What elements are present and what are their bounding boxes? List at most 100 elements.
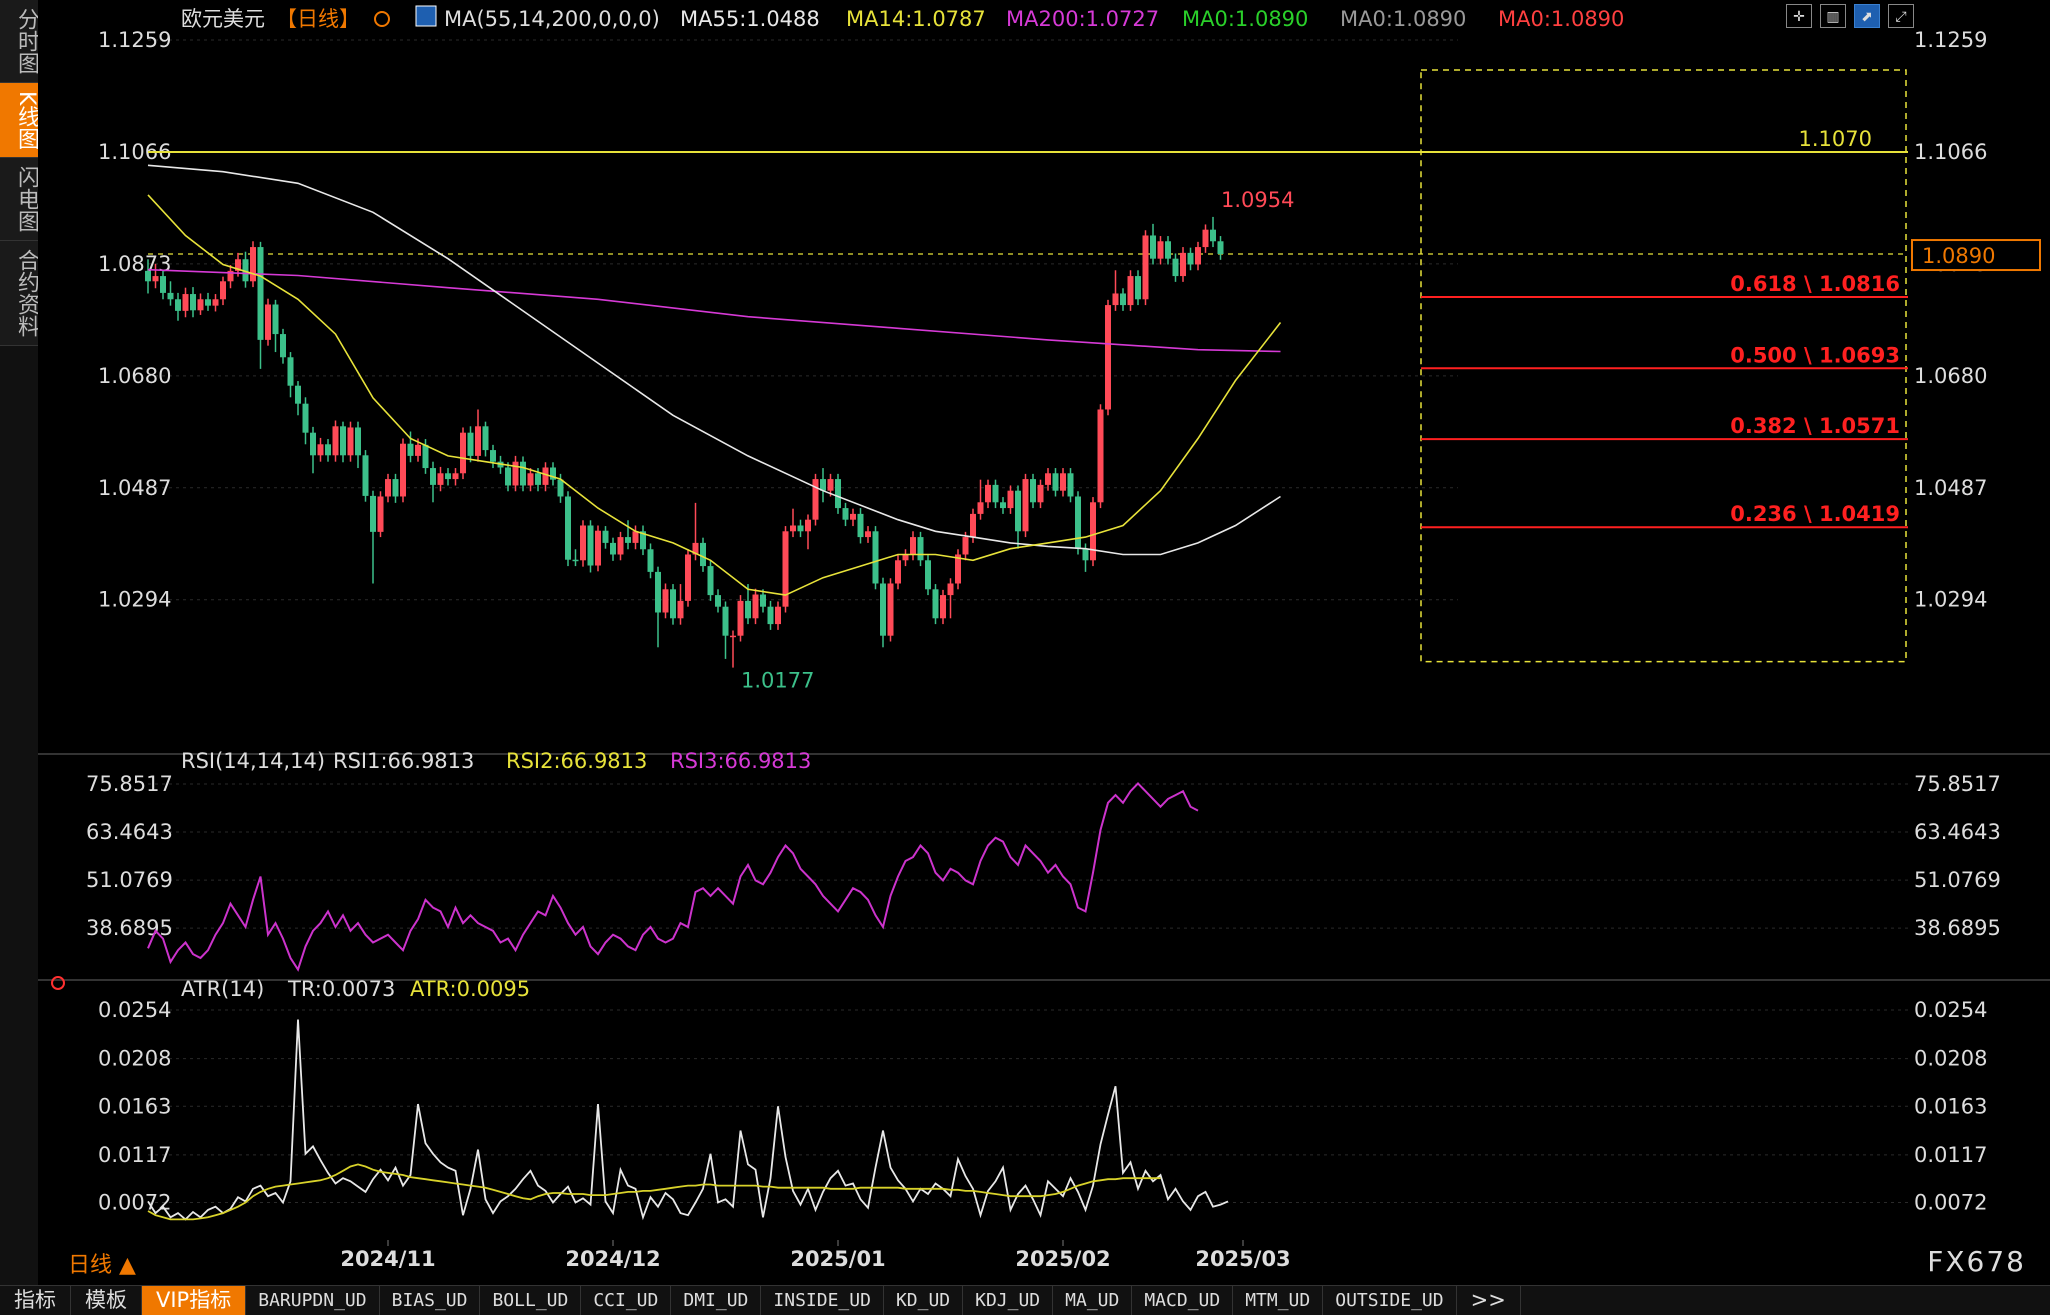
candle-body xyxy=(302,403,309,433)
candle-body xyxy=(445,473,451,480)
atr-tick-left: 0.0163 xyxy=(98,1094,171,1118)
candle-body xyxy=(287,357,294,386)
candle-body xyxy=(385,479,391,497)
candle-body xyxy=(985,484,991,503)
rsi-tick-right: 63.4643 xyxy=(1914,820,2001,844)
candle-body xyxy=(655,571,661,613)
atr-tick-left: 0.0208 xyxy=(98,1047,171,1071)
price-tick-right: 1.1066 xyxy=(1914,140,1987,164)
candle-body xyxy=(467,432,474,456)
atr-tick-right: 0.0117 xyxy=(1914,1143,1987,1167)
tab-dmi[interactable]: DMI_UD xyxy=(671,1286,762,1315)
tab-inside[interactable]: INSIDE_UD xyxy=(761,1286,884,1315)
candle-body xyxy=(760,594,766,607)
candle-body xyxy=(317,444,324,456)
price-tick-left: 1.0487 xyxy=(98,476,171,500)
resistance-label: 1.1070 xyxy=(1799,127,1872,151)
crosshair-icon[interactable]: ✛ xyxy=(1786,4,1812,28)
candle-body xyxy=(1157,241,1164,259)
chart-type-icon[interactable] xyxy=(415,5,437,27)
price-tick-right: 1.1259 xyxy=(1914,28,1987,52)
price-tick-left: 1.0873 xyxy=(98,252,171,276)
symbol-name: 欧元美元 xyxy=(181,7,265,31)
candle-body xyxy=(1000,502,1006,509)
ma55-line xyxy=(147,164,1281,556)
tab-vip-indicators[interactable]: VIP指标 xyxy=(142,1286,247,1315)
candle-body xyxy=(902,554,909,561)
candle-body xyxy=(857,513,864,538)
candle-body xyxy=(250,247,256,282)
candle-body xyxy=(670,589,676,619)
candle-body xyxy=(730,635,736,638)
candle-body xyxy=(1202,229,1209,248)
indicator-settings-icon[interactable] xyxy=(51,976,65,990)
rsi-tick-left: 51.0769 xyxy=(86,868,173,892)
draw-line-icon[interactable]: ⬈ xyxy=(1854,4,1880,28)
fib-label: 0.500 \ 1.0693 xyxy=(1730,343,1900,367)
candle-body xyxy=(917,537,924,561)
candles: 1.0954 1.0177 xyxy=(145,188,1294,693)
tab-indicators[interactable]: 指标 xyxy=(0,1286,71,1315)
overlays: 1.1070 0.618 \ 1.0816 0.500 \ 1.0693 0.382 … xyxy=(148,69,2041,663)
rsi-tick-left: 75.8517 xyxy=(86,772,173,796)
tab-flash[interactable]: 闪电图 xyxy=(0,158,39,242)
candle-body xyxy=(1045,473,1051,485)
tab-contract-info[interactable]: 合约资料 xyxy=(0,241,39,347)
x-tick-label: 2025/01 xyxy=(790,1247,885,1271)
candle-body xyxy=(520,461,526,486)
chart-area[interactable]: 1.12591.12591.10661.10661.08731.08731.06… xyxy=(38,0,2050,1285)
rsi2-value: RSI2:66.9813 xyxy=(506,749,647,773)
candle-body xyxy=(970,513,976,538)
tab-boll[interactable]: BOLL_UD xyxy=(480,1286,582,1315)
tab-barupdn[interactable]: BARUPDN_UD xyxy=(246,1286,380,1315)
candle-body xyxy=(632,531,639,543)
tab-cci[interactable]: CCI_UD xyxy=(581,1286,672,1315)
candle-body xyxy=(550,467,556,480)
candle-body xyxy=(1052,473,1059,491)
candle-body xyxy=(340,426,346,456)
period-label[interactable]: 【日线】 xyxy=(276,7,360,31)
candle-body xyxy=(685,554,691,601)
more-tabs-button[interactable]: >> xyxy=(1457,1286,1521,1315)
candle-body xyxy=(1097,409,1104,503)
x-tick-label: 2025/03 xyxy=(1195,1247,1290,1271)
candle-body xyxy=(842,508,849,520)
candle-body xyxy=(662,589,669,613)
candle-body xyxy=(775,606,781,625)
last-price-box xyxy=(1911,239,2041,272)
tab-kdj[interactable]: KDJ_UD xyxy=(963,1286,1054,1315)
atr-value: ATR:0.0095 xyxy=(410,977,530,1001)
tab-ma[interactable]: MA_UD xyxy=(1053,1286,1133,1315)
split-pane-icon[interactable]: ▥ xyxy=(1820,4,1846,28)
period-footer[interactable]: 日线 ▲ xyxy=(68,1253,136,1278)
ma200-value: MA200:1.0727 xyxy=(1006,7,1159,31)
tab-templates[interactable]: 模板 xyxy=(71,1286,142,1315)
tab-bias[interactable]: BIAS_UD xyxy=(380,1286,481,1315)
tab-outside[interactable]: OUTSIDE_UD xyxy=(1323,1286,1457,1315)
tab-kd[interactable]: KD_UD xyxy=(884,1286,964,1315)
candle-body xyxy=(1135,276,1141,300)
add-icon[interactable] xyxy=(374,11,390,27)
expand-icon[interactable]: ⤢ xyxy=(1888,4,1914,28)
candle-body xyxy=(1030,479,1036,503)
candle-body xyxy=(752,594,759,619)
tab-macd[interactable]: MACD_UD xyxy=(1132,1286,1234,1315)
candle-body xyxy=(895,560,901,584)
candle-body xyxy=(452,473,459,480)
atr-label: ATR(14) xyxy=(181,977,264,1001)
ma55-value: MA55:1.0488 xyxy=(680,7,820,31)
low-label: 1.0177 xyxy=(741,669,814,693)
tab-kline[interactable]: K线图 xyxy=(0,83,39,159)
x-axis: 2024/11 2024/12 2025/01 2025/02 2025/03 xyxy=(340,1240,1291,1271)
candle-body xyxy=(1217,241,1224,255)
candle-body xyxy=(370,495,376,532)
candle-body xyxy=(677,600,684,619)
candle-body xyxy=(1150,235,1156,259)
ma200-line xyxy=(147,268,1281,353)
tab-time-share[interactable]: 分时图 xyxy=(0,0,39,83)
tab-mtm[interactable]: MTM_UD xyxy=(1233,1286,1324,1315)
candle-body xyxy=(220,281,226,300)
candle-body xyxy=(872,531,879,584)
candle-body xyxy=(1082,548,1089,561)
atr-tick-left: 0.0117 xyxy=(98,1143,171,1167)
